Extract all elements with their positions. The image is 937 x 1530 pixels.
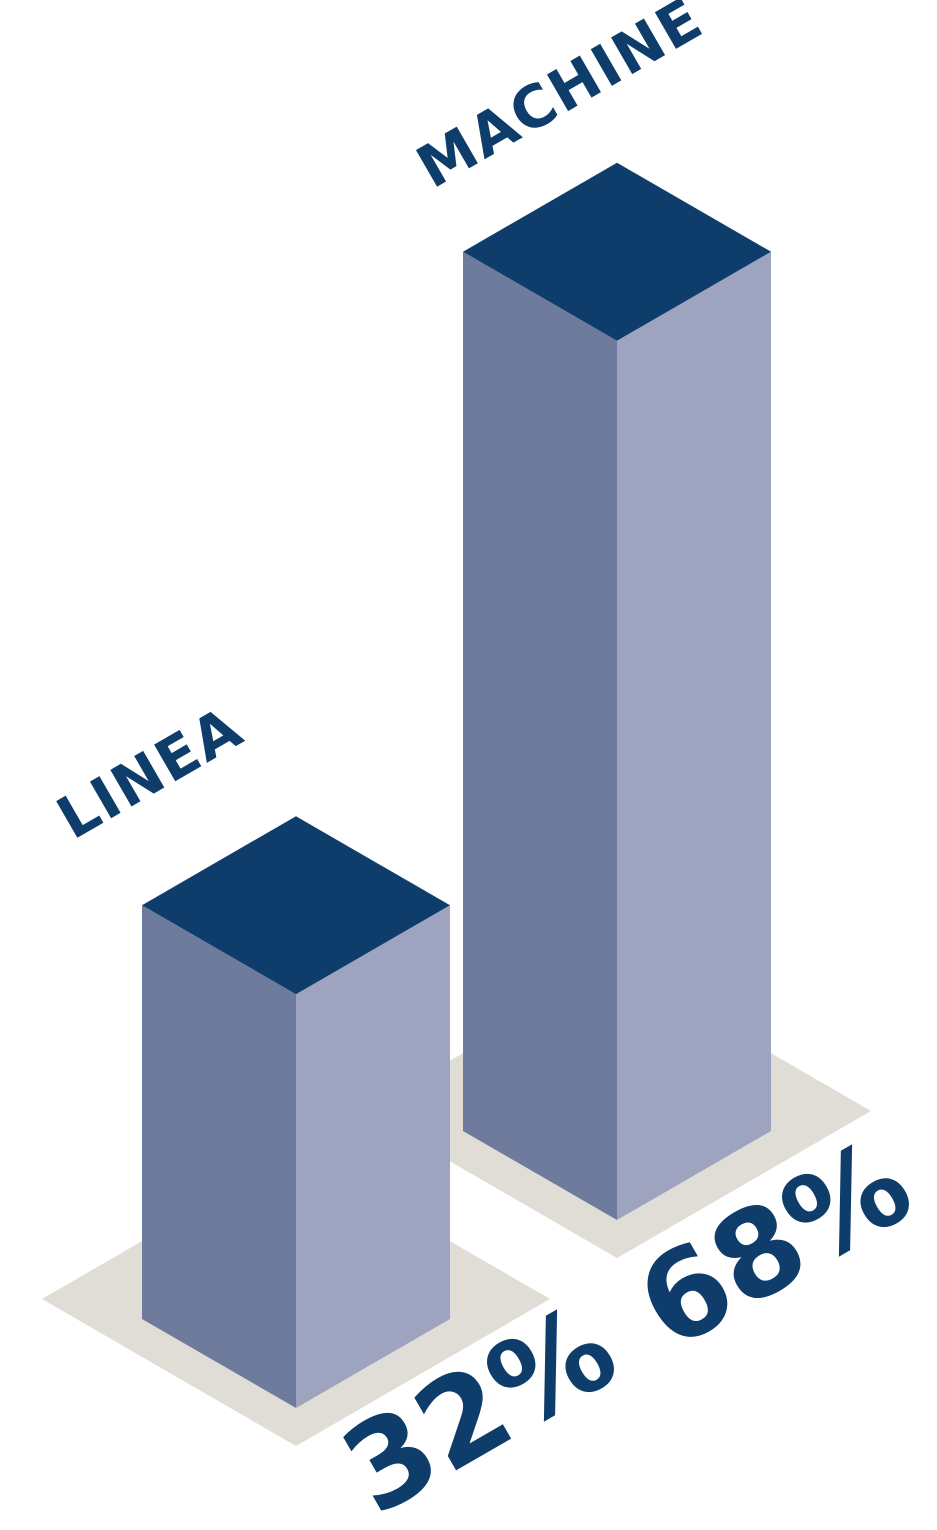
bar-top-face-linea [142,816,450,995]
bars-layer [142,162,771,1408]
category-label-linea: LINEA [46,693,255,853]
bar-left-face-machine [463,251,617,1220]
bar-left-face-linea [142,905,296,1408]
bar-machine [463,162,771,1220]
category-label-machine: MACHINE [406,0,715,201]
bar-linea [142,816,450,1408]
bar-right-face-linea [296,905,450,1408]
bar-right-face-machine [617,251,771,1220]
bar-top-face-machine [463,162,771,341]
